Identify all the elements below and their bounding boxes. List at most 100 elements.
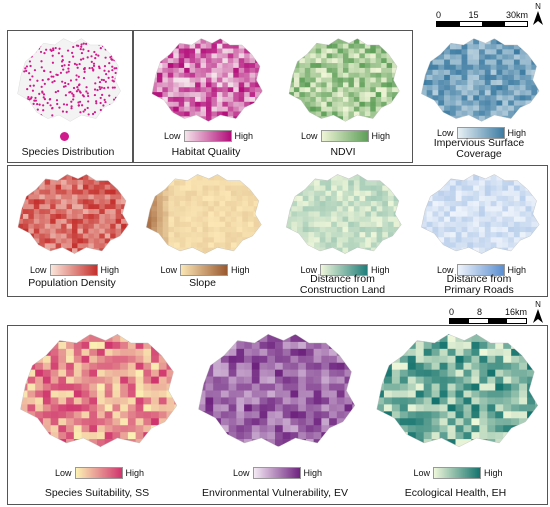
legend-color-ramp xyxy=(320,130,369,142)
panel-label-ev: Environmental Vulnerability, EV xyxy=(202,487,348,499)
species-point xyxy=(94,82,97,85)
species-point xyxy=(26,112,30,115)
species-legend-dot xyxy=(60,132,69,141)
panel-label-ss: Species Suitability, SS xyxy=(44,487,150,499)
species-point xyxy=(79,48,82,51)
species-point xyxy=(97,65,101,68)
species-point xyxy=(75,90,79,93)
species-point xyxy=(43,82,46,85)
legend-high-label: High xyxy=(303,468,323,478)
legend-high-label: High xyxy=(125,468,145,478)
species-point xyxy=(71,92,74,95)
species-point xyxy=(25,65,29,68)
species-point xyxy=(31,89,35,92)
species-point xyxy=(69,79,73,82)
top-scale-bar: 0 15 30km xyxy=(436,10,528,27)
species-point xyxy=(108,62,111,65)
legend-slope: Low High xyxy=(161,264,250,276)
species-point xyxy=(40,60,43,63)
species-point xyxy=(102,78,105,82)
species-point xyxy=(36,102,39,106)
map-impervious xyxy=(421,38,540,122)
species-point xyxy=(102,104,105,107)
species-point xyxy=(64,81,67,85)
map-ndvi xyxy=(288,38,400,122)
species-point xyxy=(42,93,46,96)
species-point xyxy=(96,88,99,92)
species-point xyxy=(49,104,52,107)
map-eh xyxy=(376,334,539,448)
species-point xyxy=(97,76,100,79)
species-point xyxy=(97,54,100,57)
species-point xyxy=(51,61,55,64)
species-point xyxy=(47,78,50,81)
species-point xyxy=(85,86,88,89)
species-point xyxy=(25,69,28,72)
legend-color-ramp xyxy=(320,264,369,276)
species-point xyxy=(51,106,54,110)
legend-high-label: High xyxy=(234,131,254,141)
species-point xyxy=(78,62,81,66)
species-point xyxy=(50,75,53,78)
scale-tick: 0 xyxy=(436,10,442,20)
legend-low-label: Low xyxy=(30,265,47,275)
species-point xyxy=(95,53,98,56)
legend-low-label: Low xyxy=(160,265,178,275)
species-point xyxy=(111,79,114,82)
species-point xyxy=(111,65,114,68)
species-point xyxy=(111,86,114,89)
species-point xyxy=(79,91,82,94)
species-point xyxy=(49,70,52,74)
species-point xyxy=(91,112,95,116)
species-point xyxy=(62,68,65,71)
species-point xyxy=(71,51,74,54)
map-species xyxy=(17,38,121,122)
legend-color-ramp xyxy=(180,264,229,276)
species-point xyxy=(68,60,71,64)
species-point xyxy=(72,86,76,90)
species-point xyxy=(95,42,98,45)
species-point xyxy=(70,107,73,110)
species-point xyxy=(22,99,25,102)
species-point xyxy=(114,71,117,75)
species-point xyxy=(113,67,116,70)
species-point xyxy=(41,91,44,94)
species-point xyxy=(103,98,106,101)
legend-high-label: High xyxy=(231,265,250,275)
panel-label-habitat: Habitat Quality xyxy=(171,146,241,158)
legend-low-label: Low xyxy=(437,265,454,275)
species-point xyxy=(87,94,90,98)
species-point xyxy=(67,82,70,86)
species-point xyxy=(67,70,70,73)
legend-low-label: Low xyxy=(413,468,431,478)
species-point xyxy=(52,75,55,78)
legend-color-ramp xyxy=(433,467,482,479)
panel-label-roads: Distance from Primary Roads xyxy=(444,273,514,296)
species-point xyxy=(110,108,114,111)
species-point xyxy=(99,96,102,100)
species-point xyxy=(103,64,107,68)
species-point xyxy=(43,52,46,55)
north-arrow-top: N xyxy=(531,2,545,29)
species-point xyxy=(40,66,43,69)
species-point xyxy=(55,73,58,76)
species-point xyxy=(55,99,59,102)
map-ev xyxy=(198,334,356,448)
species-point xyxy=(103,69,106,72)
panel-label-eh: Ecological Health, EH xyxy=(404,487,507,499)
species-point xyxy=(48,98,51,101)
species-point xyxy=(25,109,28,112)
species-point xyxy=(34,50,37,53)
species-point xyxy=(65,110,68,113)
species-point xyxy=(23,101,26,104)
species-point xyxy=(71,55,75,58)
species-point xyxy=(75,44,79,47)
species-point xyxy=(93,50,96,54)
species-point xyxy=(105,110,108,113)
species-point xyxy=(103,115,106,118)
scale-tick: 8 xyxy=(476,307,482,317)
bottom-scale-bar: 0 8 16km xyxy=(449,307,527,324)
species-point xyxy=(62,85,66,88)
species-point xyxy=(95,102,98,105)
species-point xyxy=(42,109,45,112)
